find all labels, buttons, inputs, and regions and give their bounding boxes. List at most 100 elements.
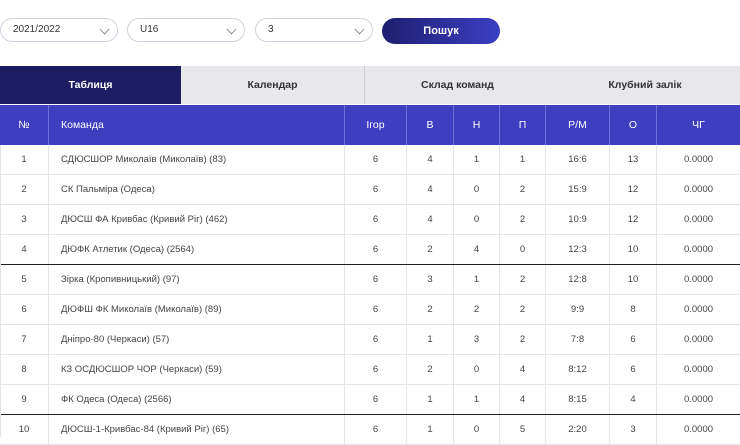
col-header-draws: Н (454, 105, 500, 145)
cell-draws: 3 (454, 325, 500, 354)
cell-tiebreak: 0.0000 (683, 184, 714, 195)
cell-games: 6 (345, 415, 407, 444)
cell-team: ДЮФШ ФК Миколаїв (Миколаїв) (89) (49, 295, 345, 324)
table-row: 5 Зірка (Кропивницький) (97) 6 3 1 2 12:8 10 0.0… (0, 265, 740, 295)
cell-points: 13 (610, 145, 657, 174)
cell-number: 8 (0, 355, 49, 384)
col-header-wins: В (407, 105, 454, 145)
cell-points: 8 (610, 295, 657, 324)
cell-number: 4 (0, 235, 49, 264)
cell-goals: 8:15 (546, 385, 610, 414)
cell-points: 10 (610, 265, 657, 294)
cell-number: 3 (0, 205, 49, 234)
cell-goals: 8:12 (546, 355, 610, 384)
table-row: 8 КЗ ОСДЮСШОР ЧОР (Черкаси) (59) 6 2 0 4 8:12 6… (0, 355, 740, 385)
cell-team: ДЮСШ ФА Кривбас (Кривий Ріг) (462) (49, 205, 345, 234)
col-header-tiebreak: ЧГ (692, 119, 705, 131)
cell-tiebreak: 0.0000 (683, 244, 714, 255)
tab-divider (364, 66, 365, 104)
cell-losses: 5 (500, 415, 546, 444)
cell-team: Дніпро-80 (Черкаси) (57) (49, 325, 345, 354)
cell-points: 4 (610, 385, 657, 414)
cell-losses: 0 (500, 235, 546, 264)
cell-tiebreak: 0.0000 (683, 274, 714, 285)
table-left-border (0, 145, 1, 437)
cell-draws: 1 (454, 145, 500, 174)
col-header-losses: П (500, 105, 546, 145)
cell-wins: 1 (407, 325, 454, 354)
age-group-select[interactable]: U16 (127, 18, 245, 42)
cell-points: 6 (610, 325, 657, 354)
cell-losses: 2 (500, 205, 546, 234)
cell-team: СДЮСШОР Миколаїв (Миколаїв) (83) (49, 145, 345, 174)
cell-wins: 2 (407, 235, 454, 264)
cell-games: 6 (345, 145, 407, 174)
cell-goals: 15:9 (546, 175, 610, 204)
cell-wins: 2 (407, 355, 454, 384)
cell-wins: 4 (407, 175, 454, 204)
cell-team: КЗ ОСДЮСШОР ЧОР (Черкаси) (59) (49, 355, 345, 384)
cell-goals: 12:8 (546, 265, 610, 294)
cell-number: 2 (0, 175, 49, 204)
cell-number: 6 (0, 295, 49, 324)
cell-number: 10 (0, 415, 49, 444)
cell-tiebreak: 0.0000 (683, 214, 714, 225)
cell-goals: 12:3 (546, 235, 610, 264)
tab-squads[interactable]: Склад команд (421, 79, 494, 91)
cell-wins: 1 (407, 385, 454, 414)
cell-number: 7 (0, 325, 49, 354)
cell-draws: 0 (454, 175, 500, 204)
cell-points: 10 (610, 235, 657, 264)
cell-wins: 4 (407, 145, 454, 174)
cell-wins: 1 (407, 415, 454, 444)
cell-games: 6 (345, 325, 407, 354)
col-header-games: Ігор (345, 105, 407, 145)
cell-draws: 0 (454, 355, 500, 384)
tab-calendar[interactable]: Календар (247, 79, 298, 91)
cell-number: 1 (0, 145, 49, 174)
table-header: № Команда Ігор В Н П Р/М О ЧГ (0, 105, 740, 145)
cell-tiebreak: 0.0000 (683, 154, 714, 165)
cell-draws: 4 (454, 235, 500, 264)
cell-goals: 10:9 (546, 205, 610, 234)
cell-games: 6 (345, 175, 407, 204)
tab-club-standings[interactable]: Клубний залік (608, 79, 682, 91)
cell-points: 3 (610, 415, 657, 444)
cell-losses: 4 (500, 355, 546, 384)
col-header-team: Команда (49, 105, 345, 145)
table-row: 2 СК Пальміра (Одеса) 6 4 0 2 15:9 12 0.0000 (0, 175, 740, 205)
cell-games: 6 (345, 355, 407, 384)
table-row: 9 ФК Одеса (Одеса) (2566) 6 1 1 4 8:15 4 0.0000 (0, 385, 740, 415)
cell-draws: 0 (454, 205, 500, 234)
cell-wins: 2 (407, 295, 454, 324)
cell-draws: 1 (454, 385, 500, 414)
search-button[interactable]: Пошук (382, 18, 500, 44)
cell-goals: 16:6 (546, 145, 610, 174)
season-select[interactable]: 2021/2022 (0, 18, 118, 42)
group-select[interactable]: 3 (255, 18, 373, 42)
table-row: 10 ДЮСШ-1-Кривбас-84 (Кривий Ріг) (65) 6 1 0… (0, 415, 740, 445)
cell-tiebreak: 0.0000 (683, 304, 714, 315)
cell-draws: 0 (454, 415, 500, 444)
tabs-bar: Таблиця Календар Склад команд Клубний за… (0, 66, 740, 104)
cell-team: ФК Одеса (Одеса) (2566) (49, 385, 345, 414)
cell-tiebreak: 0.0000 (683, 364, 714, 375)
cell-losses: 2 (500, 325, 546, 354)
cell-tiebreak: 0.0000 (683, 424, 714, 435)
cell-games: 6 (345, 205, 407, 234)
cell-goals: 9:9 (546, 295, 610, 324)
table-row: 3 ДЮСШ ФА Кривбас (Кривий Ріг) (462) 6 4 0 2 1… (0, 205, 740, 235)
cell-team: СК Пальміра (Одеса) (49, 175, 345, 204)
col-header-number: № (0, 105, 49, 145)
cell-wins: 3 (407, 265, 454, 294)
tab-table[interactable]: Таблиця (0, 66, 181, 104)
cell-draws: 2 (454, 295, 500, 324)
cell-losses: 1 (500, 145, 546, 174)
cell-losses: 2 (500, 175, 546, 204)
cell-wins: 4 (407, 205, 454, 234)
cell-team: ДЮФК Атлетик (Одеса) (2564) (49, 235, 345, 264)
cell-tiebreak: 0.0000 (683, 394, 714, 405)
cell-losses: 2 (500, 295, 546, 324)
col-header-goals: Р/М (546, 105, 610, 145)
cell-number: 5 (0, 265, 49, 294)
